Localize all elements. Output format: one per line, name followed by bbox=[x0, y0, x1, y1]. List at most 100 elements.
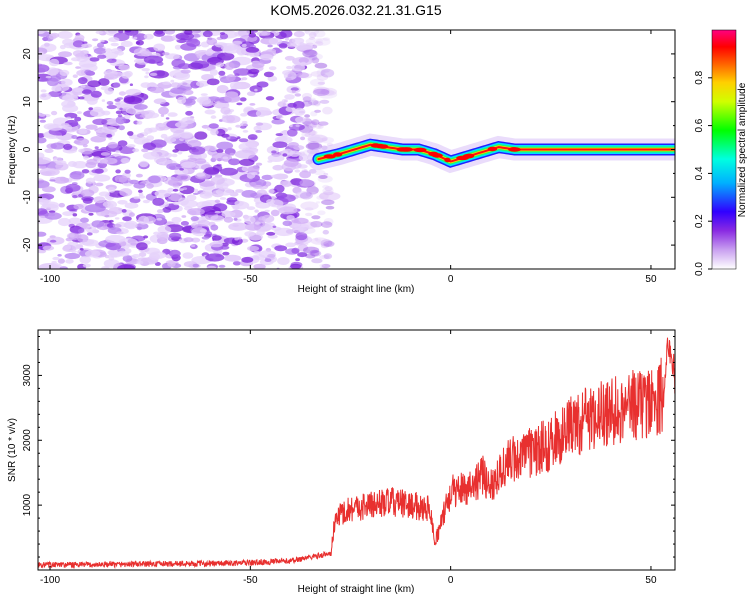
noise-blob bbox=[59, 44, 66, 50]
noise-blob bbox=[323, 172, 329, 176]
noise-blob bbox=[322, 229, 329, 235]
noise-blob bbox=[287, 142, 299, 148]
ridge-spot bbox=[375, 143, 386, 149]
noise-blob bbox=[201, 124, 210, 129]
noise-blob bbox=[53, 176, 70, 184]
noise-blob bbox=[272, 141, 288, 148]
noise-blob bbox=[58, 217, 71, 227]
noise-blob bbox=[284, 94, 295, 100]
noise-blob bbox=[222, 251, 230, 256]
noise-blob bbox=[291, 63, 306, 72]
noise-blob bbox=[38, 133, 45, 138]
noise-blob bbox=[255, 201, 271, 209]
noise-blob bbox=[153, 30, 165, 37]
noise-blob bbox=[85, 177, 96, 184]
noise-blob bbox=[107, 141, 118, 149]
noise-blob bbox=[255, 109, 267, 117]
noise-blob bbox=[272, 164, 284, 171]
noise-blob bbox=[78, 148, 85, 153]
noise-blob bbox=[115, 150, 121, 154]
noise-blob bbox=[214, 199, 221, 203]
noise-blob bbox=[91, 220, 105, 228]
noise-blob bbox=[118, 146, 136, 154]
noise-blob bbox=[50, 142, 66, 150]
noise-blob bbox=[313, 86, 330, 95]
noise-blob bbox=[245, 47, 260, 53]
noise-blob bbox=[78, 128, 88, 135]
spectrogram-xlabel: Height of straight line (km) bbox=[298, 284, 415, 295]
noise-blob bbox=[42, 245, 55, 251]
noise-blob bbox=[175, 121, 188, 128]
ridge-spot bbox=[508, 147, 519, 152]
noise-blob bbox=[241, 190, 257, 198]
noise-blob bbox=[248, 139, 256, 142]
noise-blob bbox=[285, 106, 296, 112]
noise-blob bbox=[73, 203, 84, 210]
noise-blob bbox=[38, 113, 46, 117]
noise-blob bbox=[321, 68, 331, 73]
noise-blob bbox=[170, 79, 175, 83]
noise-blob bbox=[300, 136, 306, 141]
noise-blob bbox=[308, 129, 316, 136]
noise-blob bbox=[196, 80, 210, 87]
noise-blob bbox=[253, 125, 262, 132]
noise-blob bbox=[133, 136, 150, 145]
noise-blob bbox=[153, 43, 166, 52]
noise-blob bbox=[69, 233, 75, 238]
noise-blob bbox=[205, 231, 213, 237]
colorbar-tick-label: 0.8 bbox=[694, 70, 705, 84]
noise-blob bbox=[38, 64, 50, 73]
noise-blob bbox=[46, 67, 59, 76]
noise-blob bbox=[78, 77, 88, 85]
noise-blob bbox=[201, 240, 205, 243]
x-tick-label: 50 bbox=[645, 274, 657, 285]
noise-blob bbox=[215, 62, 225, 67]
noise-blob bbox=[299, 192, 313, 200]
noise-blob bbox=[232, 40, 243, 46]
noise-blob bbox=[187, 208, 205, 216]
noise-blob bbox=[66, 116, 71, 120]
noise-blob bbox=[261, 214, 275, 223]
noise-blob bbox=[199, 180, 216, 188]
noise-blob bbox=[224, 62, 235, 70]
noise-blob bbox=[263, 71, 274, 78]
noise-blob bbox=[305, 38, 315, 45]
noise-blob bbox=[165, 117, 170, 120]
noise-blob bbox=[221, 242, 229, 247]
noise-blob bbox=[248, 68, 260, 75]
noise-blob bbox=[266, 231, 276, 236]
noise-blob bbox=[278, 43, 288, 49]
noise-blob bbox=[51, 110, 58, 116]
noise-blob bbox=[166, 163, 183, 170]
noise-blob bbox=[45, 75, 52, 79]
noise-blob bbox=[234, 200, 244, 207]
noise-blob bbox=[209, 241, 223, 248]
noise-blob bbox=[49, 179, 56, 182]
noise-blob bbox=[88, 107, 93, 111]
noise-blob bbox=[201, 236, 210, 240]
noise-blob bbox=[178, 188, 184, 192]
noise-blob bbox=[65, 259, 74, 264]
noise-blob bbox=[286, 65, 292, 70]
noise-blob bbox=[153, 98, 167, 105]
noise-blob bbox=[59, 69, 70, 76]
noise-blob bbox=[108, 37, 120, 43]
noise-blob bbox=[38, 30, 45, 35]
noise-blob bbox=[255, 130, 263, 133]
noise-blob bbox=[180, 200, 199, 208]
noise-blob bbox=[158, 161, 166, 166]
noise-blob bbox=[142, 142, 156, 151]
noise-blob bbox=[299, 170, 311, 179]
noise-blob bbox=[285, 242, 296, 248]
noise-blob bbox=[319, 192, 329, 200]
noise-blob bbox=[142, 199, 150, 204]
noise-blob bbox=[167, 112, 178, 117]
noise-blob bbox=[114, 175, 128, 183]
noise-blob bbox=[300, 201, 319, 211]
noise-blob bbox=[211, 235, 222, 241]
noise-blob bbox=[118, 208, 123, 211]
noise-blob bbox=[179, 168, 184, 171]
noise-blob bbox=[244, 215, 256, 225]
noise-blob bbox=[191, 237, 201, 243]
noise-blob bbox=[315, 201, 321, 204]
